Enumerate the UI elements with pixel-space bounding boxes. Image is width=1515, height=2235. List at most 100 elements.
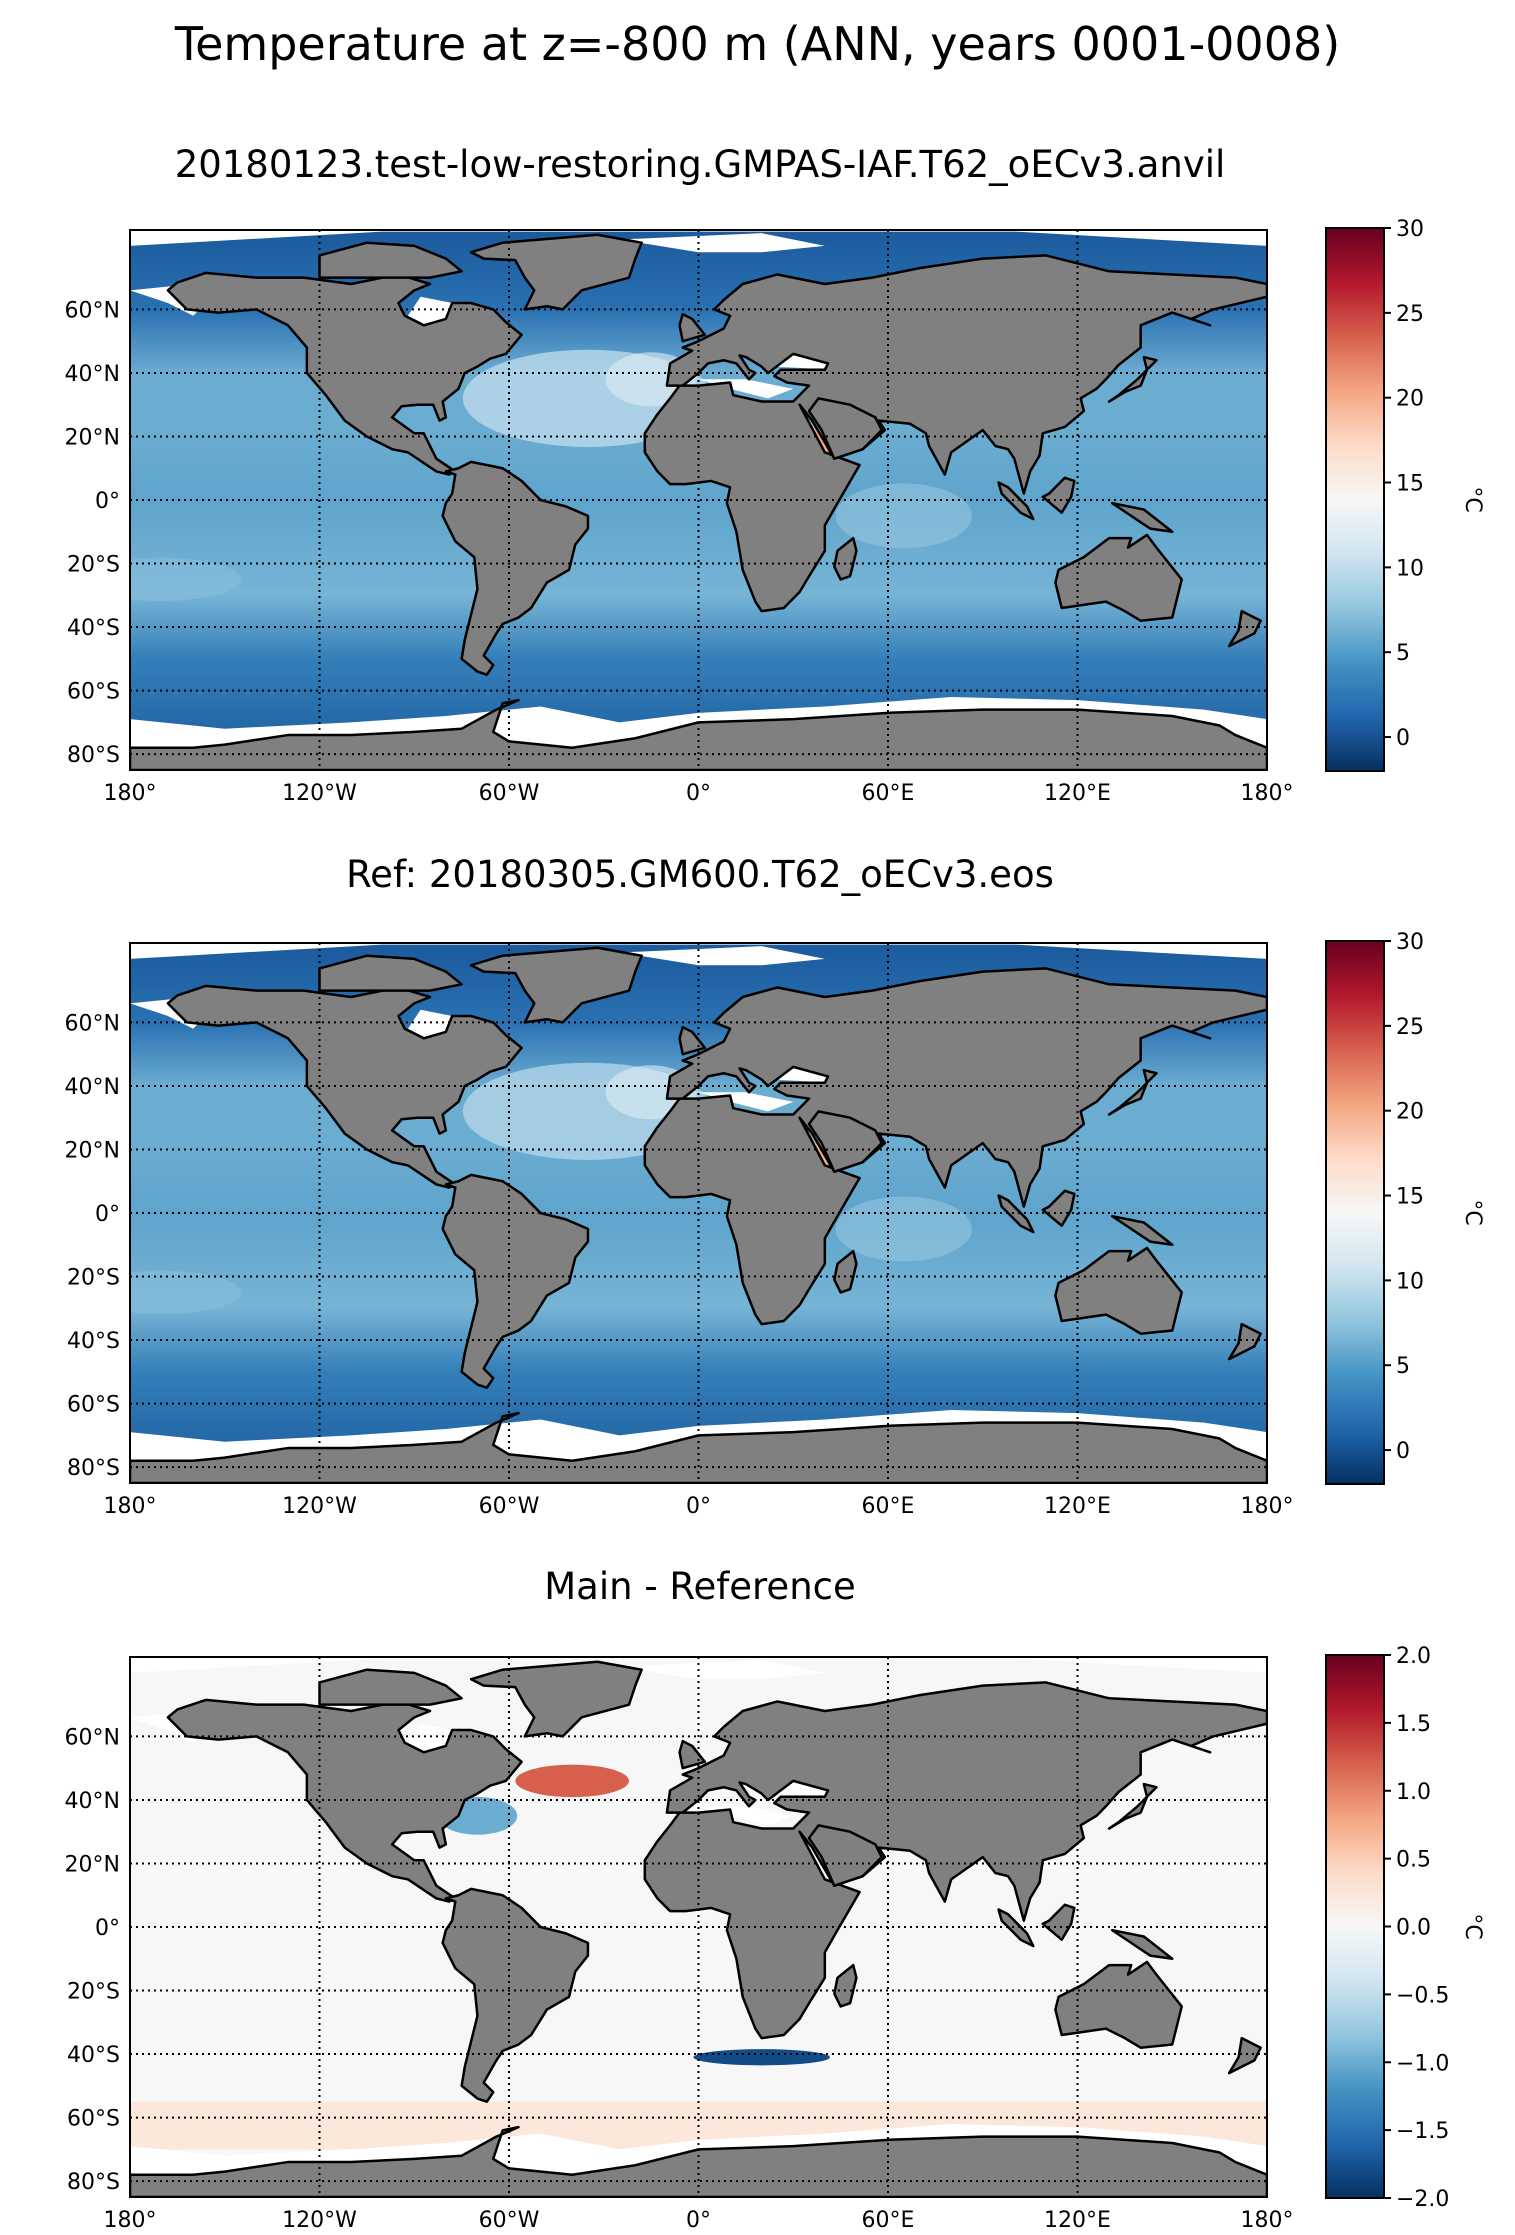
longitude-tick-label: 180° — [1241, 2208, 1294, 2233]
sumatra-land — [997, 1194, 1035, 1234]
colorbar-tick-label: 0.0 — [1396, 1916, 1431, 1941]
arctic-archipelago-land — [318, 1668, 463, 1706]
no-data-region — [619, 946, 825, 966]
eurasia-africa-land — [643, 967, 1267, 1326]
south-america-land — [441, 1173, 590, 1389]
latitude-tick-label: 0° — [95, 1202, 120, 1227]
no-data-region — [130, 943, 1267, 959]
colorbar-tick-label: 1.5 — [1396, 1712, 1431, 1737]
no-data-region — [130, 230, 1267, 246]
madagascar-land — [833, 1249, 858, 1294]
latitude-tick-label: 40°S — [67, 616, 120, 641]
latitude-tick-label: 40°N — [65, 1075, 120, 1100]
longitude-tick-label: 180° — [104, 1494, 157, 1519]
south-pacific-warm-patch — [130, 1270, 242, 1315]
colorbar-tick-label: −0.5 — [1396, 1983, 1449, 2008]
colorbar-tick-label: 5 — [1396, 641, 1410, 666]
colorbar-unit-label: °C — [1460, 486, 1485, 512]
borneo-land — [1041, 1903, 1076, 1941]
australia-land — [1054, 533, 1183, 622]
latitude-tick-label: 20°S — [67, 1266, 120, 1291]
colorbar-tick-label: 30 — [1396, 930, 1424, 955]
japan-land — [1107, 1782, 1158, 1830]
colorbar-tick-label: −2.0 — [1396, 2187, 1449, 2212]
panel-3-title: Main - Reference — [544, 1565, 856, 1608]
latitude-tick-label: 40°S — [67, 1329, 120, 1354]
colorbar-tick-label: 30 — [1396, 217, 1424, 242]
north-america-land — [166, 271, 523, 476]
map-area — [130, 943, 1267, 1483]
longitude-tick-label: 0° — [686, 781, 711, 806]
new-zealand-land — [1227, 1322, 1262, 1361]
japan-land — [1107, 1068, 1158, 1116]
longitude-tick-label: 180° — [104, 781, 157, 806]
longitude-tick-label: 120°W — [282, 1494, 357, 1519]
latitude-tick-label: 0° — [95, 1916, 120, 1941]
borneo-land — [1041, 1189, 1076, 1227]
agulhas-cold-anomaly — [693, 2049, 830, 2066]
uk-land — [678, 312, 707, 343]
latitude-tick-label: 80°S — [67, 743, 120, 768]
new-zealand-land — [1227, 2036, 1262, 2075]
latitude-tick-label: 60°S — [67, 680, 120, 705]
greenland-land — [469, 233, 643, 311]
south-america-land — [441, 1887, 590, 2103]
longitude-tick-label: 120°W — [282, 2208, 357, 2233]
colorbar-tick-label: 25 — [1396, 302, 1424, 327]
latitude-tick-label: 60°N — [65, 1011, 120, 1036]
longitude-tick-label: 0° — [686, 2208, 711, 2233]
latitude-tick-label: 80°S — [67, 1456, 120, 1481]
borneo-land — [1041, 476, 1076, 514]
longitude-tick-label: 120°E — [1044, 1494, 1111, 1519]
south-pacific-warm-patch — [130, 557, 242, 602]
colorbar-tick-label: 5 — [1396, 1354, 1410, 1379]
longitude-tick-label: 60°E — [862, 781, 915, 806]
japan-land — [1107, 355, 1158, 403]
colorbar — [1325, 1654, 1385, 2199]
new-guinea-land — [1110, 501, 1174, 534]
latitude-tick-label: 0° — [95, 489, 120, 514]
sumatra-land — [997, 1908, 1035, 1948]
colorbar-tick-label: 15 — [1396, 1185, 1424, 1210]
longitude-tick-label: 180° — [1241, 781, 1294, 806]
no-data-region — [619, 1660, 825, 1680]
new-guinea-land — [1110, 1214, 1174, 1247]
arabian-peninsula-land — [807, 1110, 883, 1173]
colorbar-unit-label: °C — [1460, 1199, 1485, 1225]
colorbar-tick-label: 1.0 — [1396, 1780, 1431, 1805]
colorbar-tick-label: 2.0 — [1396, 1644, 1431, 1669]
sumatra-land — [997, 481, 1035, 521]
longitude-tick-label: 180° — [1241, 1494, 1294, 1519]
latitude-tick-label: 40°N — [65, 362, 120, 387]
arabian-peninsula-land — [807, 1824, 883, 1887]
colorbar-tick-label: 10 — [1396, 1269, 1424, 1294]
latitude-tick-label: 40°S — [67, 2043, 120, 2068]
greenland-land — [469, 946, 643, 1024]
longitude-tick-label: 0° — [686, 1494, 711, 1519]
south-america-land — [441, 460, 590, 676]
longitude-tick-label: 120°W — [282, 781, 357, 806]
colorbar — [1325, 940, 1385, 1485]
latitude-tick-label: 20°S — [67, 1980, 120, 2005]
australia-land — [1054, 1246, 1183, 1335]
no-data-region — [130, 1657, 1267, 1673]
eurasia-africa-land — [643, 1681, 1267, 2040]
longitude-tick-label: 60°W — [479, 1494, 540, 1519]
longitude-tick-label: 60°E — [862, 2208, 915, 2233]
uk-land — [678, 1025, 707, 1056]
panel-1-title: 20180123.test-low-restoring.GMPAS-IAF.T6… — [174, 143, 1226, 186]
latitude-tick-label: 20°N — [65, 1138, 120, 1163]
latitude-tick-label: 20°S — [67, 553, 120, 578]
new-guinea-land — [1110, 1928, 1174, 1961]
colorbar-tick-label: 20 — [1396, 1100, 1424, 1125]
map-area — [130, 230, 1267, 770]
colorbar-tick-label: 10 — [1396, 556, 1424, 581]
colorbar-tick-label: −1.5 — [1396, 2119, 1449, 2144]
north-america-land — [166, 1698, 523, 1903]
longitude-tick-label: 180° — [104, 2208, 157, 2233]
uk-land — [678, 1739, 707, 1770]
colorbar-tick-label: 0 — [1396, 726, 1410, 751]
no-data-region — [619, 233, 825, 253]
arctic-archipelago-land — [318, 241, 463, 279]
colorbar-tick-label: 0.5 — [1396, 1848, 1431, 1873]
